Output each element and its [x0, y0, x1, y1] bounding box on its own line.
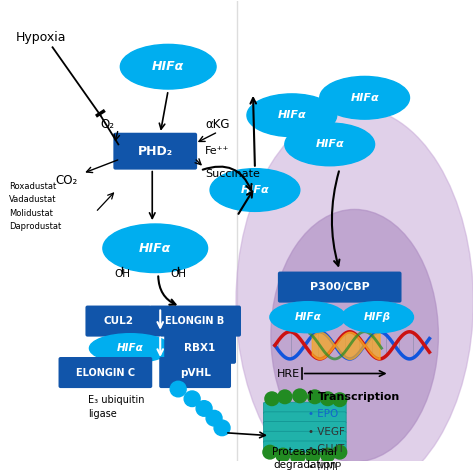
FancyBboxPatch shape — [264, 412, 346, 423]
Text: OH: OH — [114, 270, 130, 280]
Text: Fe⁺⁺: Fe⁺⁺ — [205, 146, 229, 156]
FancyBboxPatch shape — [159, 357, 231, 388]
Text: OH: OH — [170, 270, 186, 280]
Ellipse shape — [236, 108, 474, 474]
Text: ELONGIN C: ELONGIN C — [76, 367, 135, 377]
Text: Hypoxia: Hypoxia — [16, 31, 66, 44]
Ellipse shape — [270, 301, 346, 333]
Ellipse shape — [210, 169, 300, 211]
Text: pVHL: pVHL — [180, 367, 210, 377]
Text: PHD₂: PHD₂ — [137, 145, 173, 158]
Circle shape — [333, 446, 346, 459]
FancyBboxPatch shape — [264, 441, 346, 453]
Text: HIFα: HIFα — [315, 139, 344, 149]
FancyBboxPatch shape — [264, 421, 346, 433]
Circle shape — [291, 450, 305, 464]
Text: ELONGIN B: ELONGIN B — [165, 316, 225, 326]
Text: HIFα: HIFα — [152, 60, 184, 73]
Text: • GLUT: • GLUT — [308, 444, 344, 454]
Circle shape — [170, 381, 186, 397]
Ellipse shape — [320, 76, 410, 119]
Text: HIFβ: HIFβ — [364, 312, 391, 322]
Text: Roxadustat
Vadadustat
Molidustat
Daprodustat: Roxadustat Vadadustat Molidustat Daprodu… — [9, 182, 61, 231]
Circle shape — [206, 410, 222, 426]
Text: • VEGF: • VEGF — [308, 427, 345, 437]
Text: Proteasomal
degradation: Proteasomal degradation — [273, 447, 337, 471]
Ellipse shape — [120, 45, 216, 89]
Circle shape — [308, 390, 322, 403]
Circle shape — [321, 448, 335, 462]
Circle shape — [265, 392, 279, 406]
Text: Succinate: Succinate — [205, 169, 260, 179]
Text: Transcription: Transcription — [318, 392, 400, 402]
FancyBboxPatch shape — [85, 306, 151, 337]
FancyBboxPatch shape — [164, 333, 236, 364]
Text: HIFα: HIFα — [294, 312, 321, 322]
Text: HIFα: HIFα — [117, 343, 144, 353]
Ellipse shape — [271, 210, 438, 462]
Text: αKG: αKG — [205, 118, 229, 131]
FancyBboxPatch shape — [264, 402, 346, 414]
Ellipse shape — [103, 224, 208, 273]
Text: • MMP: • MMP — [308, 462, 341, 472]
Circle shape — [321, 392, 335, 406]
Text: HIFα: HIFα — [241, 185, 269, 195]
Circle shape — [263, 446, 277, 459]
Circle shape — [278, 390, 292, 403]
Text: HRE: HRE — [277, 368, 300, 379]
Circle shape — [276, 448, 290, 462]
Ellipse shape — [285, 123, 374, 166]
Circle shape — [293, 389, 307, 402]
Text: • EPO: • EPO — [308, 409, 338, 419]
Ellipse shape — [247, 94, 337, 137]
Text: CO₂: CO₂ — [55, 174, 78, 187]
Circle shape — [214, 420, 230, 436]
Text: CUL2: CUL2 — [103, 316, 133, 326]
Text: RBX1: RBX1 — [184, 343, 216, 353]
Text: HIFα: HIFα — [139, 242, 172, 255]
Text: O₂: O₂ — [100, 118, 114, 131]
Circle shape — [306, 449, 320, 463]
FancyBboxPatch shape — [113, 133, 197, 170]
Ellipse shape — [90, 334, 171, 363]
FancyBboxPatch shape — [149, 306, 241, 337]
Text: E₃ ubiquitin
ligase: E₃ ubiquitin ligase — [89, 394, 145, 419]
Text: HIFα: HIFα — [277, 110, 306, 120]
Text: P300/CBP: P300/CBP — [310, 282, 370, 292]
Text: HIFα: HIFα — [350, 93, 379, 103]
FancyBboxPatch shape — [278, 272, 401, 302]
Circle shape — [196, 401, 212, 416]
Circle shape — [184, 391, 200, 407]
Ellipse shape — [342, 301, 413, 333]
Text: ↑: ↑ — [305, 390, 319, 403]
FancyBboxPatch shape — [58, 357, 152, 388]
Circle shape — [333, 393, 346, 407]
FancyBboxPatch shape — [264, 431, 346, 443]
